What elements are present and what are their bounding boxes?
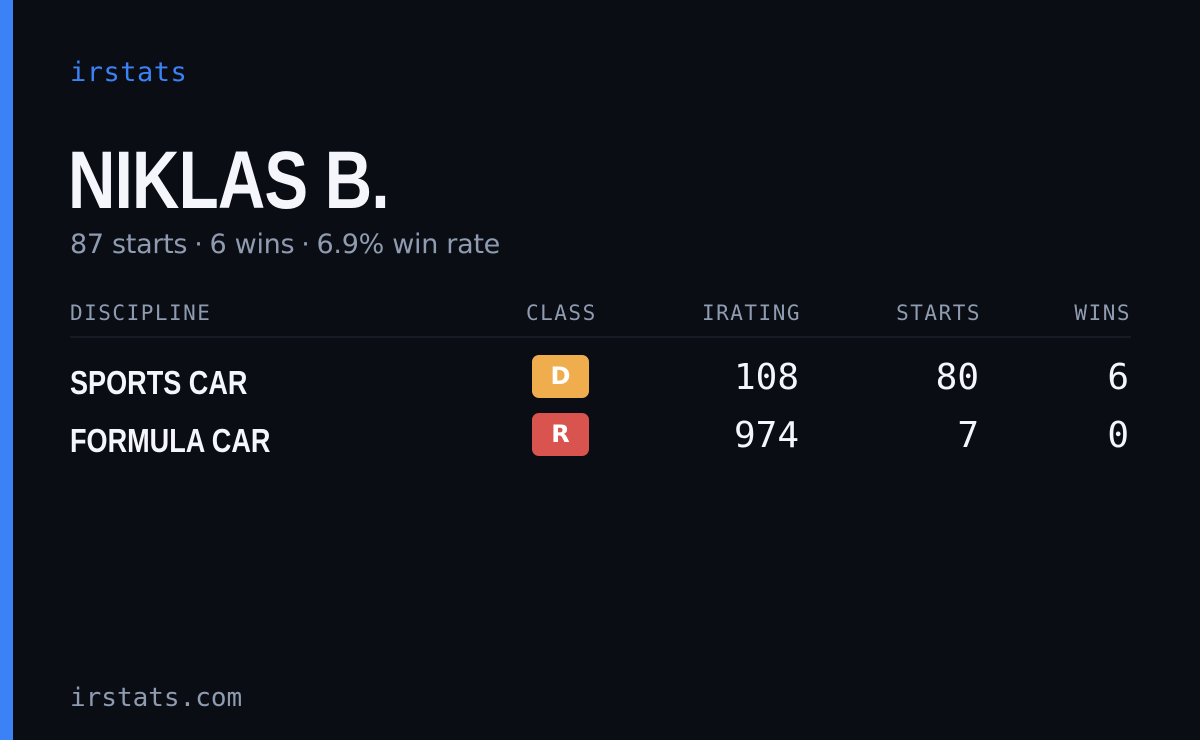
class-badge: D bbox=[532, 355, 589, 398]
brand-logo: irstats bbox=[70, 57, 188, 88]
table-body: SPORTS CAR D 108 80 6 FORMULA CAR R 974 … bbox=[70, 338, 1131, 469]
wins-value: 6 bbox=[1107, 357, 1129, 398]
header-class: CLASS bbox=[526, 301, 597, 325]
irating-value: 108 bbox=[733, 357, 799, 398]
discipline-table: DISCIPLINE CLASS IRATING STARTS WINS SPO… bbox=[70, 296, 1131, 469]
player-name: NIKLAS B. bbox=[68, 135, 390, 226]
player-summary: 87 starts · 6 wins · 6.9% win rate bbox=[70, 228, 500, 262]
table-row: FORMULA CAR R 974 7 0 bbox=[70, 411, 1131, 469]
summary-separator: · bbox=[301, 229, 310, 260]
wins-value: 0 bbox=[1107, 415, 1129, 456]
footer-url: irstats.com bbox=[70, 683, 243, 713]
summary-win-rate: 6.9% win rate bbox=[316, 229, 501, 260]
summary-starts: 87 starts bbox=[70, 229, 188, 260]
starts-value: 80 bbox=[935, 357, 979, 398]
summary-wins: 6 wins bbox=[209, 229, 295, 260]
discipline-name: SPORTS CAR bbox=[70, 364, 248, 401]
discipline-name: FORMULA CAR bbox=[70, 422, 271, 459]
starts-value: 7 bbox=[957, 415, 979, 456]
header-starts: STARTS bbox=[896, 301, 981, 325]
header-discipline: DISCIPLINE bbox=[70, 301, 212, 325]
header-irating: IRATING bbox=[701, 301, 801, 325]
accent-bar bbox=[0, 0, 13, 740]
class-badge: R bbox=[532, 413, 589, 456]
header-wins: WINS bbox=[1074, 301, 1131, 325]
irating-value: 974 bbox=[733, 415, 799, 456]
table-row: SPORTS CAR D 108 80 6 bbox=[70, 353, 1131, 411]
summary-separator: · bbox=[194, 229, 203, 260]
table-header: DISCIPLINE CLASS IRATING STARTS WINS bbox=[70, 296, 1131, 338]
